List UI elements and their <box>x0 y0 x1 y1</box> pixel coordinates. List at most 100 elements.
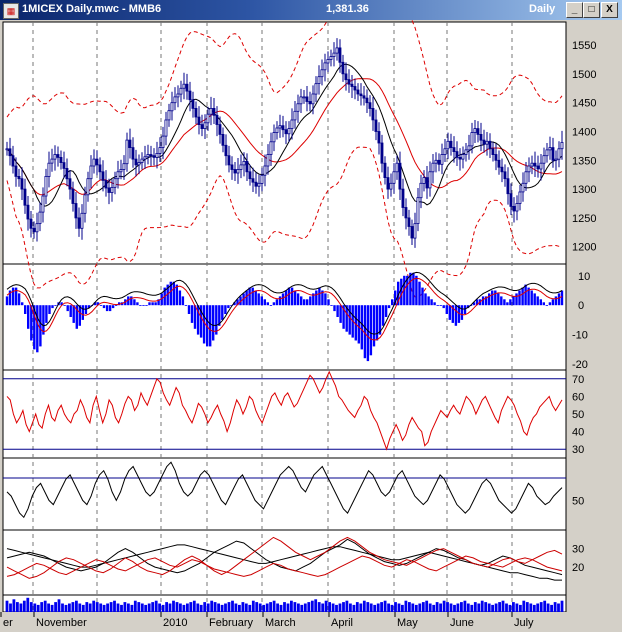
candle-body <box>407 217 411 227</box>
macd-histogram-bar <box>354 305 357 341</box>
candle-body <box>149 154 153 157</box>
volume-bar <box>85 602 89 612</box>
candle-body <box>212 108 216 116</box>
macd-histogram-bar <box>463 305 467 314</box>
volume-bar <box>54 602 57 612</box>
macd-histogram-bar <box>536 296 539 306</box>
volume-bar <box>133 600 137 612</box>
chart-canvas[interactable]: 1550 1500 1450 1400 1350 1300 1250 1200 10 0 -10 -2… <box>0 20 622 632</box>
candle-body <box>560 142 564 150</box>
candle-body <box>272 132 276 143</box>
candle-body <box>239 164 243 170</box>
candle-body <box>107 187 111 193</box>
macd-histogram-bar <box>281 293 285 306</box>
macd-histogram-bar <box>93 302 97 306</box>
volume-bar <box>376 603 380 612</box>
candle-body <box>515 203 519 212</box>
candle-body <box>83 194 87 214</box>
macd-histogram-bar <box>518 290 521 306</box>
candle-body <box>131 147 135 160</box>
macd-tick-label: -20 <box>572 359 588 371</box>
macd-tick-label: 0 <box>578 300 584 312</box>
candle-body <box>467 145 471 151</box>
candle-body <box>425 177 429 189</box>
volume-bar <box>491 604 494 612</box>
candle-body <box>464 149 468 155</box>
volume-bar <box>161 604 165 612</box>
macd-histogram-bar <box>457 305 461 323</box>
volume-bar <box>192 600 196 612</box>
volume-bar <box>255 602 259 612</box>
volume-bar <box>477 603 481 612</box>
price-tick-label: 1550 <box>572 40 596 52</box>
candle-body <box>431 162 435 173</box>
candle-body <box>68 178 72 190</box>
candle-body <box>269 141 273 155</box>
candle-body <box>206 113 210 124</box>
macd-histogram-bar <box>345 305 348 332</box>
volume-bar <box>408 602 411 612</box>
candle-body <box>503 171 507 180</box>
macd-histogram-bar <box>108 305 112 312</box>
volume-bar <box>487 603 491 612</box>
volume-bar <box>71 602 75 612</box>
volume-bar <box>26 597 30 612</box>
lower-envelope <box>6 146 563 298</box>
window-title: 1MICEX Daily.mwc - MMB6 <box>22 3 162 15</box>
candle-body <box>77 217 81 229</box>
volume-bar <box>321 603 325 612</box>
price-tick-label: 1350 <box>572 155 596 167</box>
candle-body <box>302 96 306 99</box>
macd-histogram-bar <box>427 296 430 306</box>
candle-body <box>86 178 90 196</box>
candle-body <box>173 96 177 104</box>
ma-red-line <box>6 78 563 196</box>
volume-bar <box>81 604 85 612</box>
macd-histogram-bar <box>539 299 542 306</box>
candle-body <box>299 96 303 105</box>
candle-body <box>119 169 123 173</box>
candle-body <box>305 96 309 102</box>
app-icon: ▦ <box>3 3 19 19</box>
macd-histogram-bar <box>209 305 212 347</box>
macd-histogram-bar <box>545 305 548 306</box>
maximize-button[interactable]: □ <box>583 2 600 18</box>
candle-body <box>359 93 363 97</box>
volume-bar <box>338 603 342 612</box>
title-bar[interactable]: ▦ 1MICEX Daily.mwc - MMB6 1,381.36 Daily… <box>0 0 622 20</box>
macd-histogram-bar <box>309 296 312 306</box>
candle-body <box>38 211 42 225</box>
candle-body <box>116 171 120 180</box>
macd-histogram-bar <box>488 293 491 306</box>
candle-body <box>230 164 234 170</box>
volume-bar <box>106 603 109 612</box>
dmi-tick-label: 20 <box>572 562 584 574</box>
candle-body <box>176 93 180 98</box>
candle-body <box>98 164 102 173</box>
close-button[interactable]: X <box>601 2 618 18</box>
macd-histogram-bar <box>181 296 185 306</box>
candle-body <box>8 148 12 157</box>
candle-body <box>89 165 93 180</box>
macd-histogram-bar <box>251 287 254 306</box>
macd-histogram-bar <box>363 305 367 359</box>
volume-bar <box>206 603 210 612</box>
candle-body <box>344 73 348 81</box>
macd-histogram-bar <box>381 305 385 326</box>
volume-bar <box>120 604 123 612</box>
macd-histogram-bar <box>306 299 309 306</box>
candle-body <box>497 159 501 168</box>
volume-bar <box>411 603 415 612</box>
volume-bar <box>383 600 387 612</box>
candle-body <box>422 177 426 184</box>
macd-histogram-bar <box>130 296 133 306</box>
candle-body <box>170 102 174 112</box>
candle-body <box>209 108 213 115</box>
volume-bar <box>154 600 158 612</box>
candle-body <box>158 147 162 154</box>
candle-body <box>461 154 465 160</box>
minimize-button[interactable]: _ <box>566 2 583 18</box>
candle-body <box>26 204 30 220</box>
macd-histogram-bar <box>491 290 494 306</box>
volume-bar <box>550 604 553 612</box>
